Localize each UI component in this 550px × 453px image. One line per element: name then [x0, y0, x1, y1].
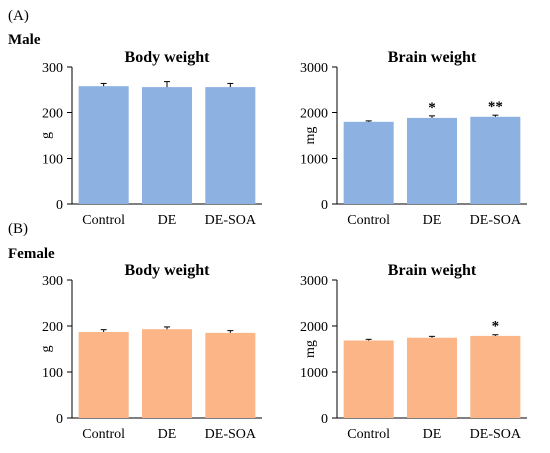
y-tick-label: 0 — [56, 412, 63, 427]
y-tick-label: 2000 — [300, 320, 328, 335]
bar — [205, 332, 256, 418]
y-tick-label: 100 — [42, 366, 63, 381]
chart-3: Brain weight mg 0 1000 2000 3000 Control DE * DE-… — [300, 262, 527, 442]
y-tick-label: 3000 — [300, 274, 328, 289]
bar — [343, 340, 394, 418]
bar — [205, 87, 256, 204]
bar — [406, 117, 458, 204]
significance-marker: * — [492, 319, 500, 335]
x-tick-label: DE — [158, 213, 177, 228]
bar — [141, 87, 193, 204]
chart-1: Brain weight mg 0 1000 2000 3000 Control * DE ** D… — [300, 49, 527, 228]
y-axis-label: mg — [303, 127, 318, 145]
y-tick-label: 1000 — [300, 366, 328, 381]
y-tick-label: 0 — [321, 198, 328, 213]
y-tick-label: 0 — [321, 412, 328, 427]
y-tick-label: 1000 — [300, 152, 328, 167]
y-tick-label: 200 — [42, 107, 63, 122]
y-axis-label: g — [39, 132, 54, 139]
y-tick-label: 300 — [42, 61, 63, 76]
chart-0: Body weight g 0 100 200 300 Control DE DE-SOA — [39, 49, 262, 228]
x-tick-label: DE — [158, 427, 177, 442]
chart-title: Body weight — [125, 262, 211, 279]
y-axis-label: mg — [303, 340, 318, 358]
significance-marker: * — [428, 100, 436, 116]
significance-marker: ** — [488, 99, 503, 115]
x-tick-label: DE — [423, 213, 442, 228]
chart-title: Brain weight — [388, 262, 477, 279]
bar — [470, 116, 521, 204]
x-tick-label: Control — [347, 213, 390, 228]
y-tick-label: 200 — [42, 320, 63, 335]
panel-letter-b: (B) — [8, 221, 28, 237]
bar — [406, 337, 458, 418]
x-tick-label: DE — [423, 427, 442, 442]
y-axis-label: g — [39, 346, 54, 353]
y-tick-label: 300 — [42, 274, 63, 289]
bar — [343, 121, 394, 204]
x-tick-label: DE-SOA — [205, 427, 257, 442]
bar — [78, 331, 129, 418]
x-tick-label: DE-SOA — [470, 427, 522, 442]
y-tick-label: 100 — [42, 152, 63, 167]
x-tick-label: DE-SOA — [470, 213, 522, 228]
section-label-male: Male — [8, 32, 41, 48]
bar — [470, 335, 521, 418]
chart-2: Body weight g 0 100 200 300 Control DE DE-SOA — [39, 262, 262, 442]
chart-title: Body weight — [125, 49, 211, 66]
section-label-female: Female — [8, 246, 55, 262]
panel-letter-a: (A) — [8, 8, 29, 24]
x-tick-label: Control — [82, 427, 125, 442]
bar — [78, 86, 129, 204]
x-tick-label: Control — [347, 427, 390, 442]
x-tick-label: DE-SOA — [205, 213, 257, 228]
y-tick-label: 2000 — [300, 107, 328, 122]
y-tick-label: 3000 — [300, 61, 328, 76]
chart-title: Brain weight — [388, 49, 477, 66]
x-tick-label: Control — [82, 213, 125, 228]
bar — [141, 329, 193, 418]
y-tick-label: 0 — [56, 198, 63, 213]
